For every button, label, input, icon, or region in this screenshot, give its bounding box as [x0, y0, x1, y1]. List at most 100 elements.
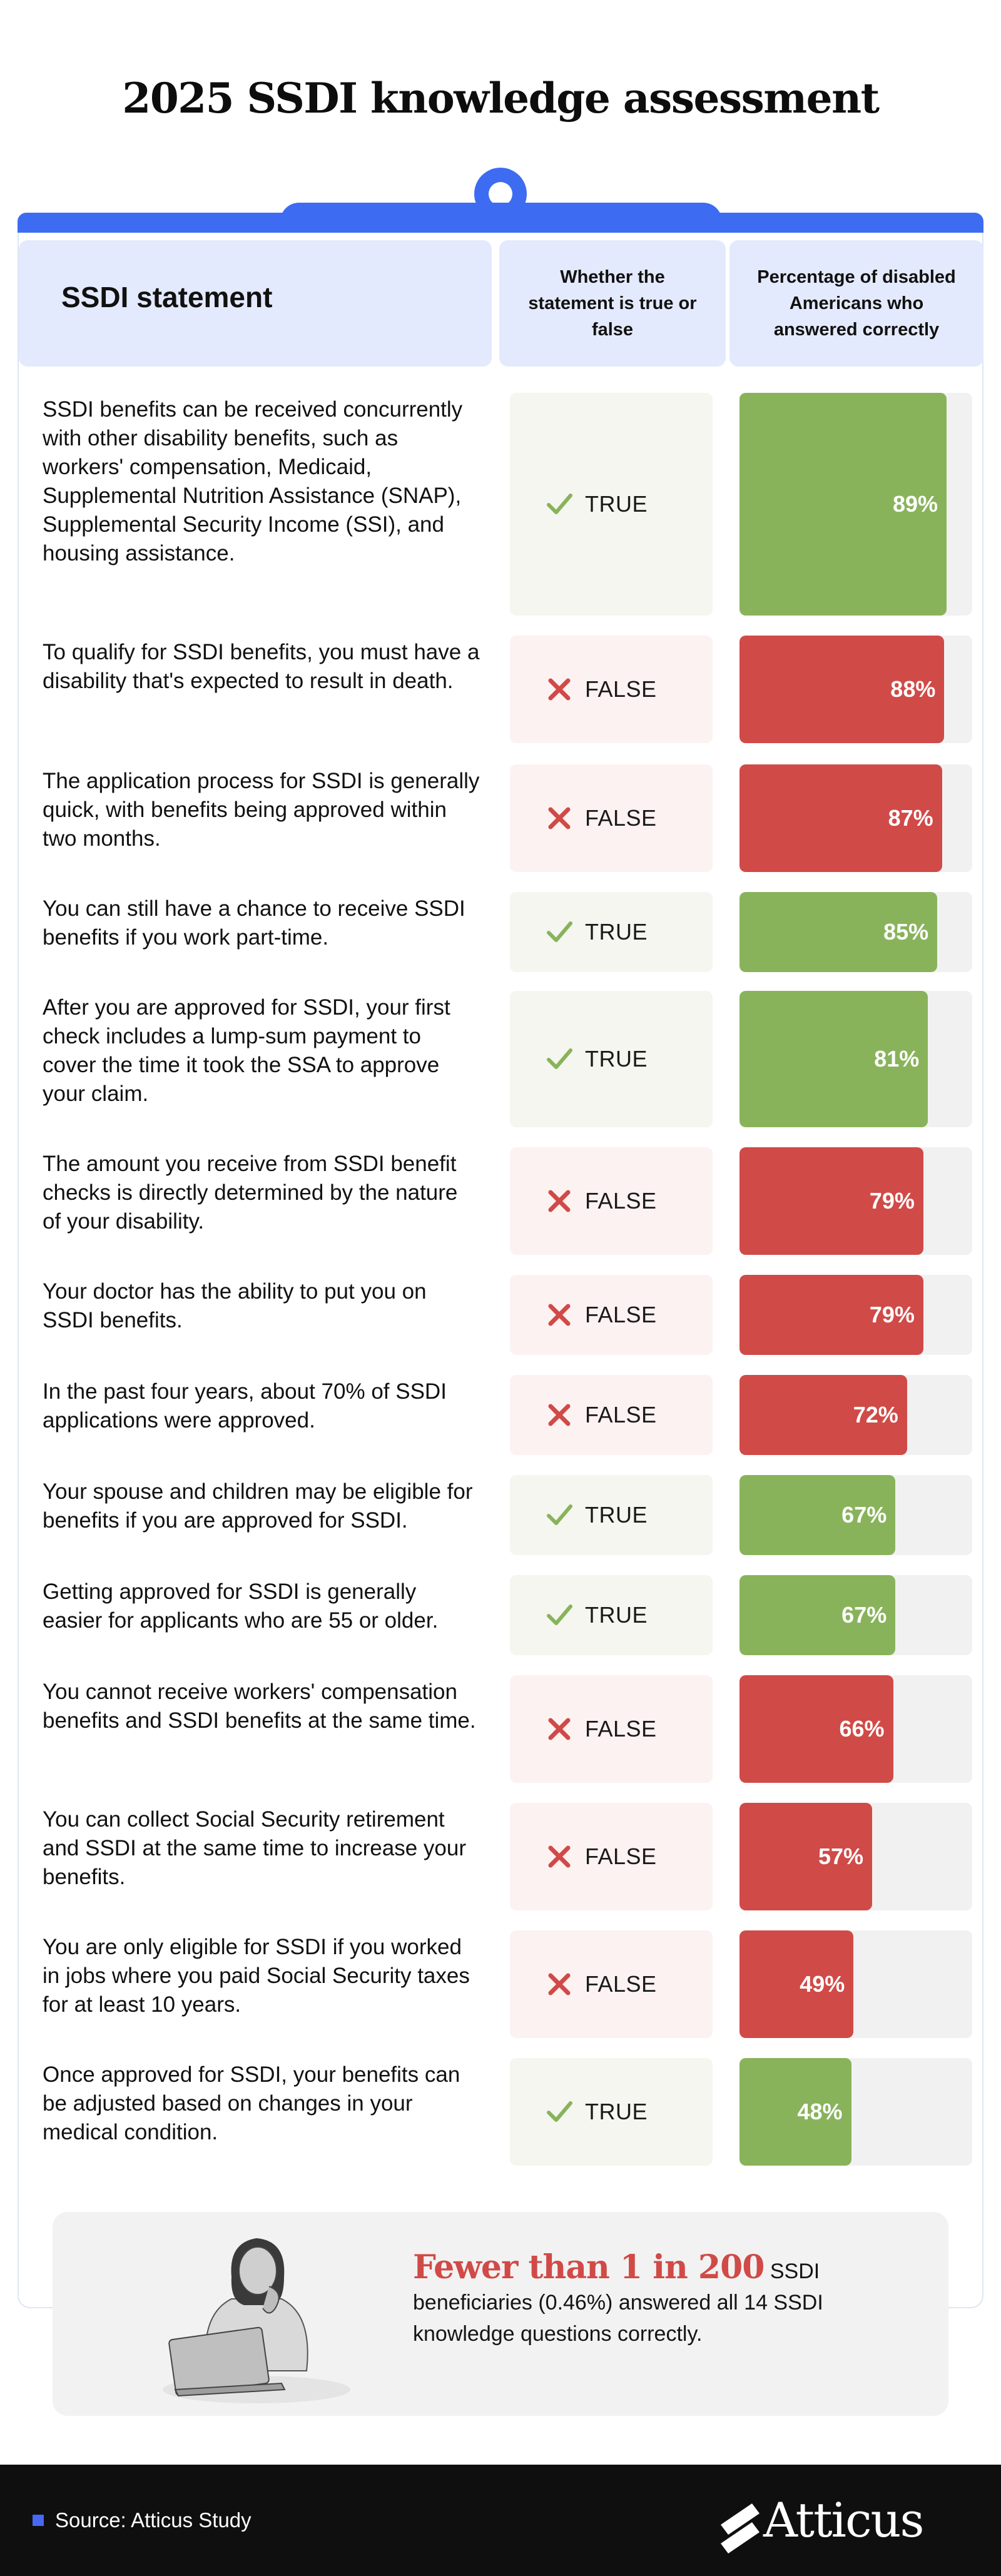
percent-track: 88%: [739, 636, 972, 743]
cross-icon: [545, 804, 574, 833]
statement-text: You can still have a chance to receive S…: [43, 896, 465, 950]
percent-track: 81%: [739, 991, 972, 1127]
answer-cell: TRUE: [510, 2058, 713, 2166]
percent-bar: 88%: [739, 636, 945, 743]
percent-bar: 48%: [739, 2058, 851, 2166]
percent-track: 67%: [739, 1475, 972, 1555]
callout-highlight: Fewer than 1 in 200: [413, 2248, 765, 2286]
check-icon: [545, 2097, 574, 2126]
statement-text: To qualify for SSDI benefits, you must h…: [43, 640, 480, 693]
answer-label: FALSE: [585, 805, 657, 831]
percent-track: 79%: [739, 1147, 972, 1255]
percent-label: 81%: [874, 1046, 920, 1072]
percent-label: 72%: [853, 1402, 898, 1427]
header-truth-cell: Whether the statement is true or false: [499, 240, 726, 367]
statement-text: Getting approved for SSDI is generally e…: [43, 1580, 439, 1633]
answer-label: TRUE: [585, 1602, 648, 1628]
statement-text: The application process for SSDI is gene…: [43, 769, 480, 851]
check-icon: [545, 918, 574, 946]
cross-icon: [545, 675, 574, 704]
check-icon: [545, 490, 574, 519]
percent-label: 79%: [869, 1188, 915, 1214]
answer-label: FALSE: [585, 1188, 657, 1214]
answer-cell: FALSE: [510, 764, 713, 872]
answer-label: FALSE: [585, 1402, 657, 1427]
check-icon: [545, 1501, 574, 1529]
percent-label: 48%: [797, 2099, 843, 2124]
answer-cell: FALSE: [510, 1275, 713, 1355]
percent-track: 79%: [739, 1275, 972, 1355]
statement-text: The amount you receive from SSDI benefit…: [43, 1152, 458, 1234]
percent-label: 87%: [888, 805, 933, 831]
clipboard-top-bar: [18, 213, 983, 234]
answer-cell: TRUE: [510, 393, 713, 616]
answer-cell: TRUE: [510, 1575, 713, 1655]
check-icon: [545, 1045, 574, 1073]
callout-text: Fewer than 1 in 200 SSDI beneficiaries (…: [413, 2251, 913, 2350]
percent-track: 66%: [739, 1675, 972, 1783]
percent-track: 48%: [739, 2058, 972, 2166]
header-percent-cell: Percentage of disabled Americans who ans…: [729, 240, 983, 367]
brand-name: Atticus: [763, 2492, 924, 2548]
statement-text: You cannot receive workers' compensation…: [43, 1680, 476, 1733]
percent-track: 57%: [739, 1803, 972, 1910]
answer-cell: FALSE: [510, 1147, 713, 1255]
cross-icon: [545, 1301, 574, 1329]
woman-with-laptop-illustration: [163, 2238, 350, 2403]
source-text: Source: Atticus Study: [55, 2508, 252, 2532]
callout-body: SSDI beneficiaries (0.46%) answered all …: [413, 2259, 823, 2346]
footer: Source: Atticus Study Atticus: [0, 2465, 1001, 2576]
percent-bar: 49%: [739, 1930, 854, 2038]
percent-bar: 89%: [739, 393, 947, 616]
cross-icon: [545, 1842, 574, 1871]
answer-label: TRUE: [585, 2099, 648, 2124]
answer-label: FALSE: [585, 1302, 657, 1327]
percent-bar: 79%: [739, 1275, 923, 1355]
cross-icon: [545, 1187, 574, 1215]
percent-bar: 81%: [739, 991, 928, 1127]
source-marker: [33, 2515, 44, 2526]
percent-track: 89%: [739, 393, 972, 616]
answer-label: FALSE: [585, 676, 657, 702]
check-icon: [545, 1601, 574, 1630]
statement-text: After you are approved for SSDI, your fi…: [43, 995, 450, 1106]
percent-label: 67%: [841, 1502, 887, 1528]
percent-track: 49%: [739, 1930, 972, 2038]
statement-text: You are only eligible for SSDI if you wo…: [43, 1935, 470, 2017]
percent-track: 72%: [739, 1375, 972, 1455]
answer-label: FALSE: [585, 1716, 657, 1742]
percent-label: 66%: [839, 1716, 885, 1742]
statement-text: SSDI benefits can be received concurrent…: [43, 397, 463, 565]
answer-cell: FALSE: [510, 1675, 713, 1783]
answer-cell: TRUE: [510, 991, 713, 1127]
percent-bar: 66%: [739, 1675, 893, 1783]
atticus-logo-icon: [721, 2503, 760, 2553]
page-title: 2025 SSDI knowledge assessment: [122, 74, 880, 123]
percent-bar: 67%: [739, 1575, 896, 1655]
answer-cell: FALSE: [510, 1375, 713, 1455]
answer-cell: TRUE: [510, 1475, 713, 1555]
percent-track: 85%: [739, 892, 972, 972]
percent-bar: 85%: [739, 892, 938, 972]
percent-label: 85%: [883, 919, 929, 945]
statement-text: Once approved for SSDI, your benefits ca…: [43, 2062, 460, 2144]
percent-bar: 72%: [739, 1375, 907, 1455]
percent-label: 67%: [841, 1602, 887, 1628]
percent-label: 57%: [818, 1843, 864, 1869]
percent-label: 88%: [890, 676, 936, 702]
statement-text: Your spouse and children may be eligible…: [43, 1479, 473, 1533]
answer-label: FALSE: [585, 1971, 657, 1997]
percent-bar: 87%: [739, 764, 942, 872]
atticus-logo[interactable]: Atticus: [716, 2491, 953, 2553]
answer-cell: TRUE: [510, 892, 713, 972]
answer-label: FALSE: [585, 1843, 657, 1869]
header-statement-label: SSDI statement: [61, 281, 273, 313]
answer-cell: FALSE: [510, 1803, 713, 1910]
answer-label: TRUE: [585, 491, 648, 517]
percent-track: 87%: [739, 764, 972, 872]
percent-label: 89%: [893, 491, 938, 517]
clipboard-clip-hole: [489, 182, 512, 206]
answer-label: TRUE: [585, 919, 648, 945]
answer-label: TRUE: [585, 1502, 648, 1528]
percent-label: 49%: [800, 1971, 845, 1997]
